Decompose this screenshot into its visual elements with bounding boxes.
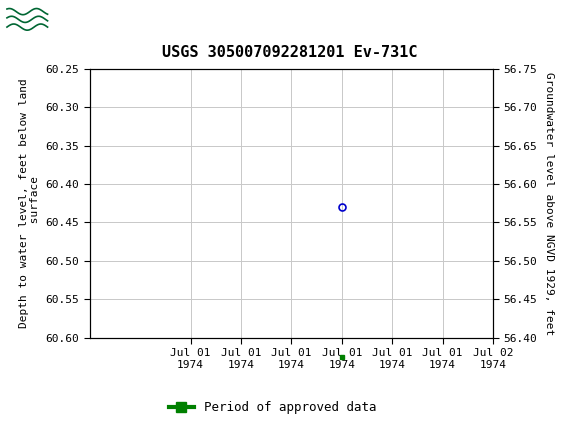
Text: USGS 305007092281201 Ev-731C: USGS 305007092281201 Ev-731C [162,45,418,60]
Y-axis label: Groundwater level above NGVD 1929, feet: Groundwater level above NGVD 1929, feet [544,71,554,335]
Y-axis label: Depth to water level, feet below land
 surface: Depth to water level, feet below land su… [19,78,40,328]
Legend: Period of approved data: Period of approved data [164,396,382,419]
FancyBboxPatch shape [6,4,49,35]
Text: USGS: USGS [58,9,122,29]
